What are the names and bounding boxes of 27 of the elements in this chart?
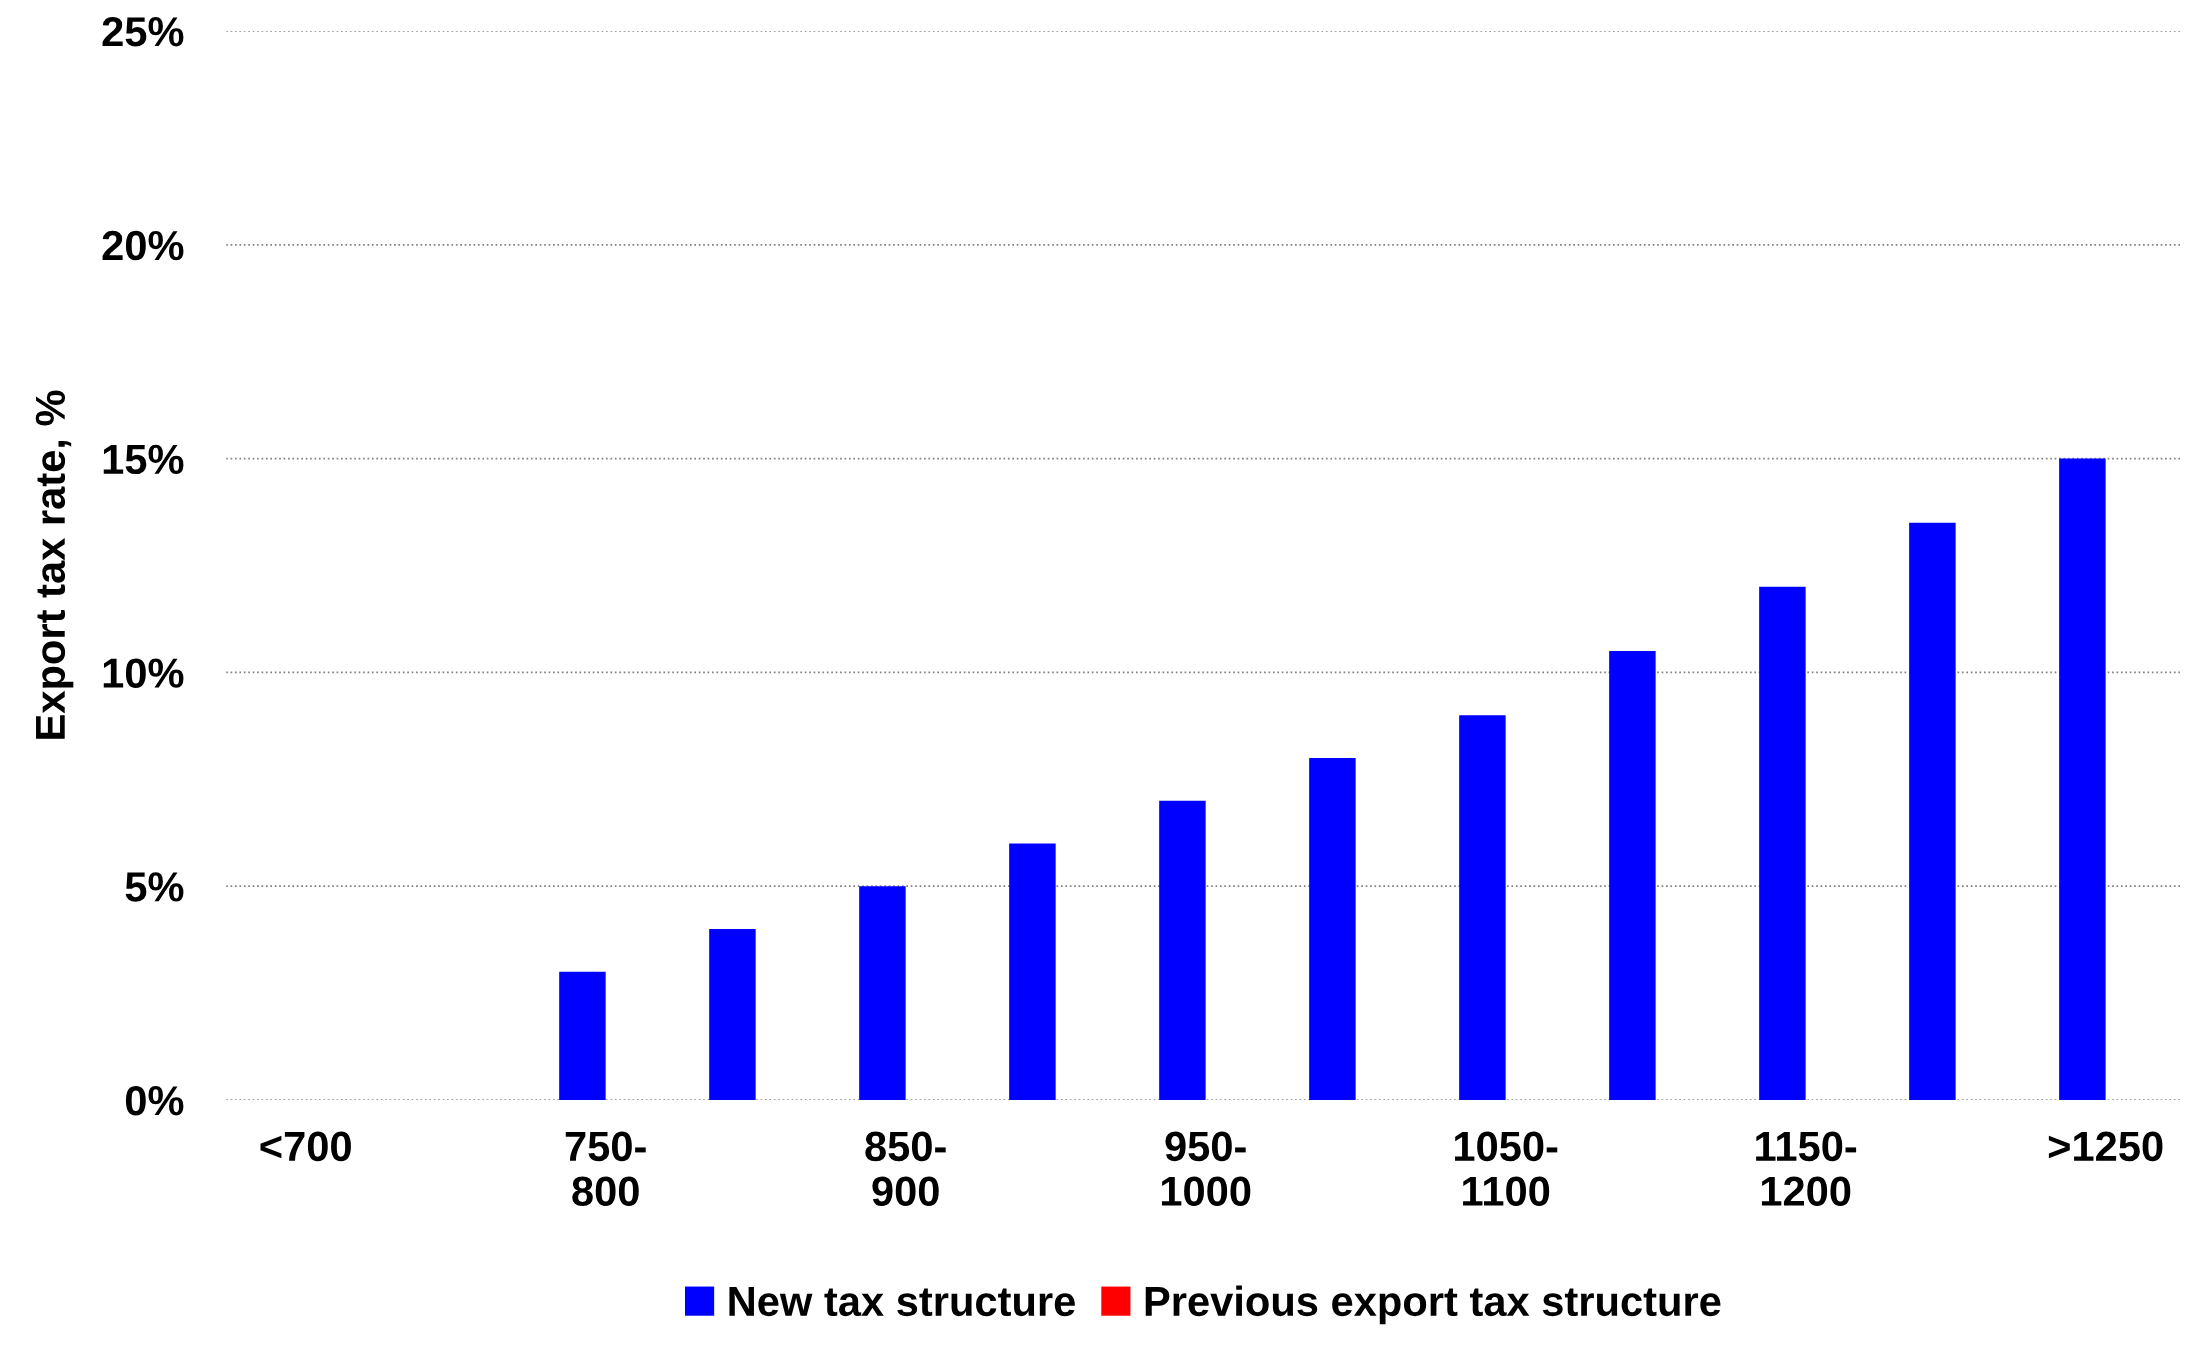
bar	[1609, 651, 1656, 1100]
y-axis-title: Export tax rate, %	[35, 390, 74, 739]
x-tick-label: 850- 900	[865, 1131, 946, 1207]
bar	[859, 886, 906, 1100]
x-tick-label: 950- 1000	[1161, 1131, 1251, 1207]
y-tick-label: 10%	[103, 658, 184, 688]
bar	[559, 971, 606, 1100]
bar	[1909, 522, 1956, 1100]
x-tick-label: <700	[260, 1131, 351, 1162]
bar	[1309, 757, 1356, 1100]
x-tick-label: 1050- 1100	[1454, 1131, 1558, 1207]
y-tick-label: 0%	[125, 1085, 184, 1116]
x-tick-label: 750- 800	[565, 1131, 646, 1207]
y-tick-label: 5%	[125, 872, 184, 902]
y-tick-label: 15%	[103, 444, 184, 475]
x-tick-label: >1250	[2048, 1131, 2163, 1162]
legend-label: New tax structure	[729, 1287, 1075, 1317]
bar	[709, 928, 756, 1100]
bar	[1759, 586, 1806, 1100]
bar	[1009, 843, 1056, 1100]
y-tick-label: 25%	[102, 17, 184, 47]
y-tick-label: 20%	[102, 230, 184, 261]
bar	[1459, 715, 1506, 1100]
x-tick-label: 1150- 1200	[1756, 1131, 1857, 1207]
bar	[1159, 800, 1206, 1100]
bar	[2059, 458, 2106, 1100]
legend-label: Previous export tax structure	[1145, 1285, 1721, 1325]
